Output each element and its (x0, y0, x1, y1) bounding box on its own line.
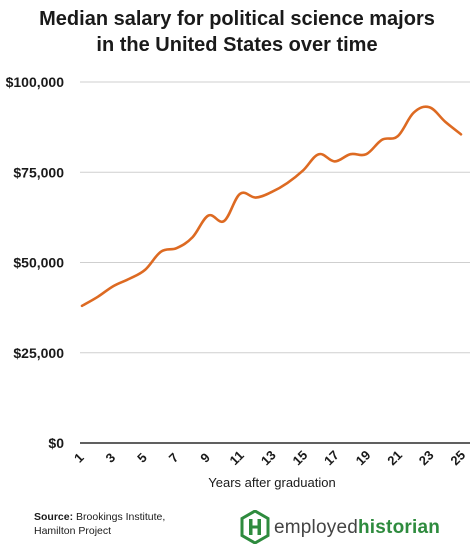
chart-title: Median salary for political science majo… (0, 6, 474, 58)
x-tick-label: 13 (258, 447, 279, 468)
data-point (176, 247, 178, 249)
data-point (128, 278, 130, 280)
data-point (112, 285, 114, 287)
brand-logo: employedhistorian (240, 507, 440, 547)
data-point (160, 250, 162, 252)
x-tick-label: 7 (166, 450, 182, 466)
data-point (381, 139, 383, 141)
x-tick-label: 15 (289, 447, 310, 468)
data-point (397, 135, 399, 137)
chart-title-line-1: Median salary for political science majo… (39, 8, 435, 30)
data-point (144, 269, 146, 271)
series-line-group (80, 105, 463, 308)
x-tick-label: 23 (416, 447, 437, 468)
x-tick-label: 17 (321, 447, 342, 468)
line-chart: $0$25,000$50,000$75,000$100,000 1 3 5 7 9 11 1… (6, 74, 470, 490)
data-point (333, 160, 335, 162)
data-point (428, 106, 430, 108)
data-point (412, 111, 414, 113)
data-point (191, 236, 193, 238)
series-line (80, 105, 463, 308)
brand-word-historian: historian (357, 516, 441, 538)
y-tick-label: $25,000 (13, 345, 64, 361)
x-axis-label: Years after graduation (208, 475, 335, 490)
source-line-2: Hamilton Project (34, 525, 112, 537)
x-tick-label: 1 (71, 450, 87, 466)
source-label: Source: (34, 511, 74, 523)
data-point (365, 153, 367, 155)
x-tick-label: 11 (227, 448, 247, 468)
source-note: Source: Brookings Institute, Hamilton Pr… (34, 510, 165, 538)
y-tick-label: $50,000 (13, 255, 64, 271)
brand-wordmark: employedhistorian (274, 518, 440, 537)
grid-lines (80, 81, 470, 444)
data-point (81, 305, 83, 307)
y-tick-label: $0 (48, 435, 64, 451)
brand-word-employed: employed (274, 516, 358, 538)
data-point (223, 220, 225, 222)
data-point (255, 196, 257, 198)
x-tick-label: 3 (103, 450, 119, 466)
data-point (207, 214, 209, 216)
x-tick-label: 25 (447, 447, 468, 468)
data-point (286, 182, 288, 184)
x-axis-tick-labels: 1 3 5 7 9 11 13 15 17 19 21 23 25 (71, 447, 468, 468)
data-point (302, 169, 304, 171)
data-point (270, 191, 272, 193)
data-point (318, 153, 320, 155)
data-point (97, 296, 99, 298)
data-point (444, 121, 446, 123)
data-point (349, 153, 351, 155)
y-tick-label: $75,000 (13, 164, 64, 180)
data-point (239, 193, 241, 195)
x-tick-label: 9 (197, 450, 213, 466)
y-axis-tick-labels: $0 $25,000 $50,000 $75,000 $100,000 (6, 74, 65, 451)
source-line-1: Brookings Institute, (76, 511, 166, 523)
y-tick-label: $100,000 (6, 74, 65, 90)
chart-title-line-2: in the United States over time (96, 34, 378, 56)
x-tick-label: 21 (384, 447, 405, 468)
data-point (460, 133, 462, 135)
x-tick-label: 5 (134, 450, 150, 466)
x-tick-label: 19 (353, 447, 374, 468)
logo-mark-icon (240, 510, 270, 544)
